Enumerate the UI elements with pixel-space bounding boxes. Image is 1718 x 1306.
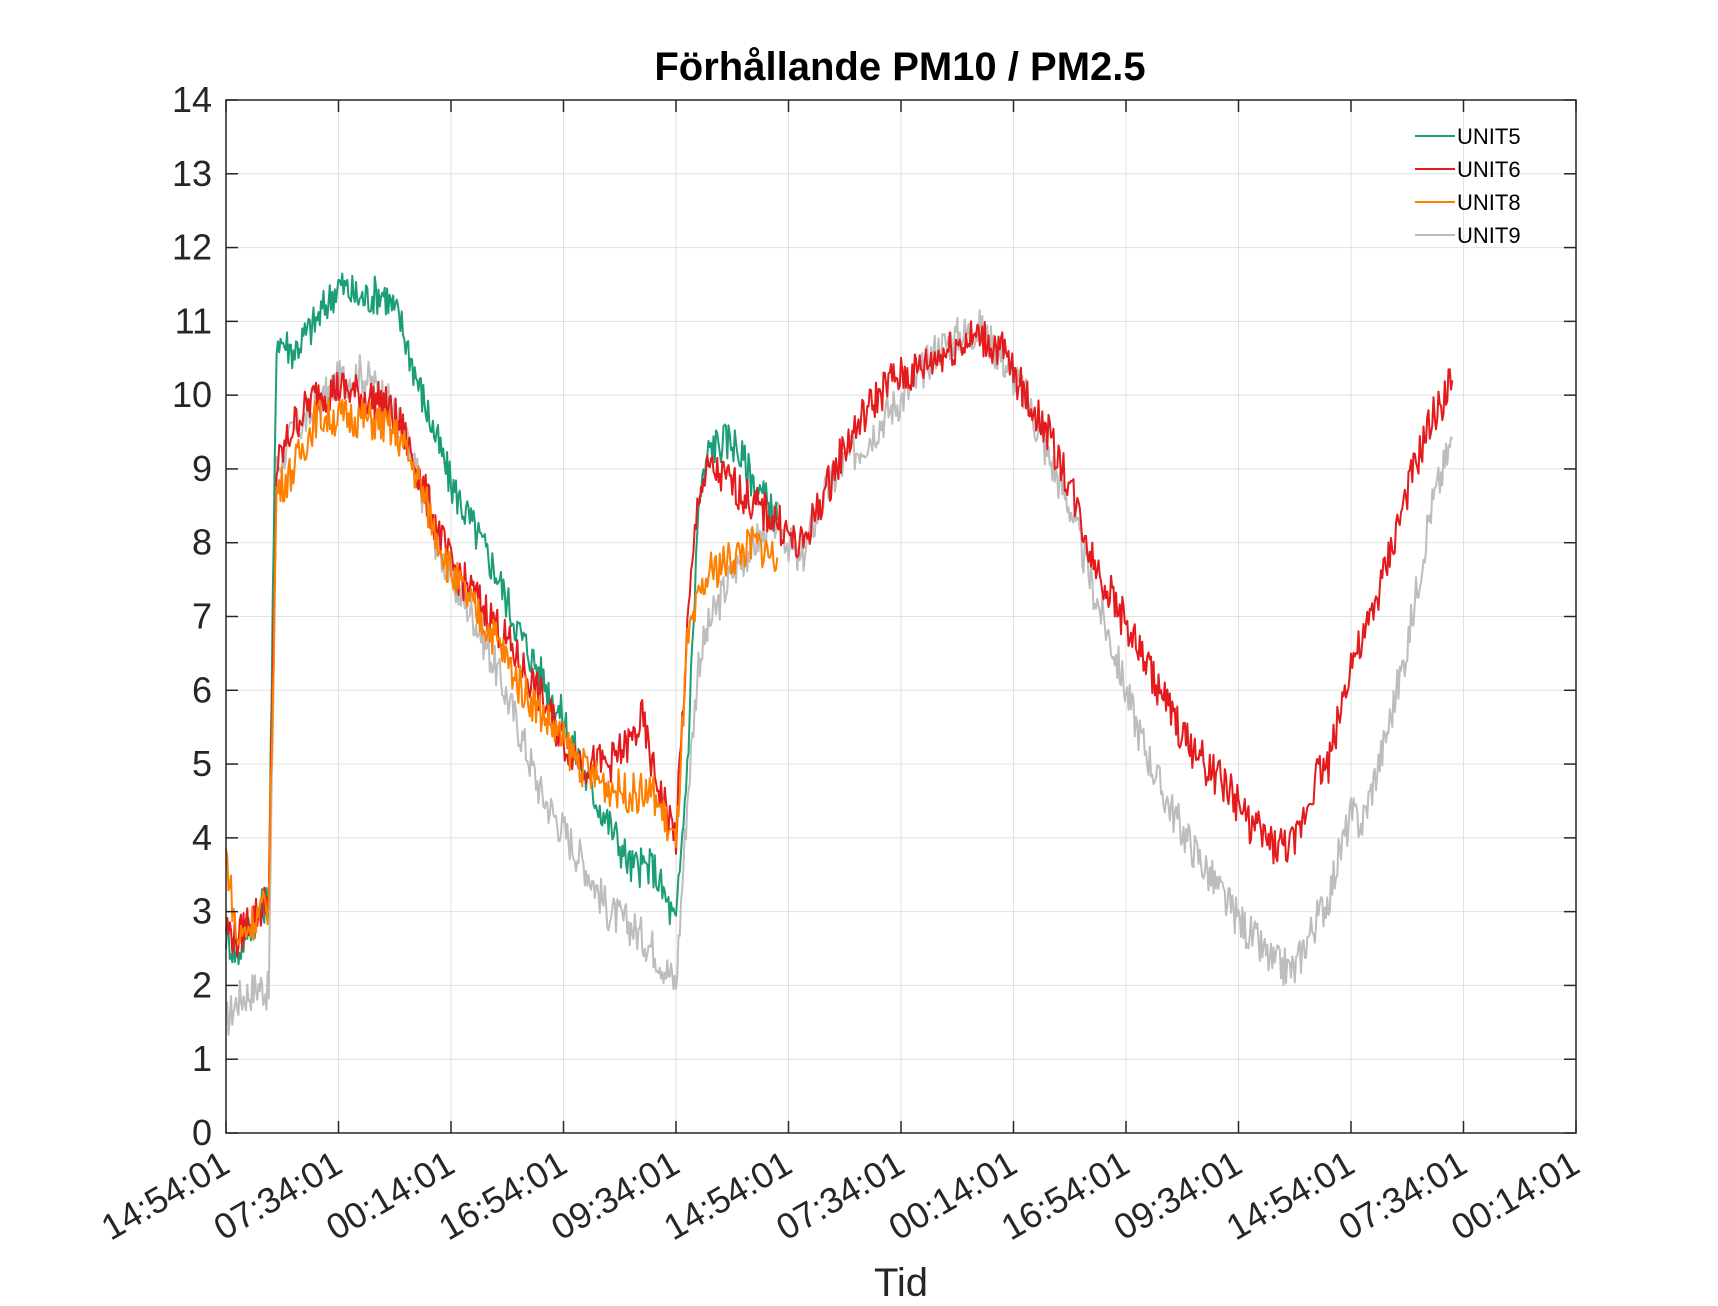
y-tick-label: 10 bbox=[172, 374, 212, 415]
y-tick-label: 7 bbox=[192, 596, 212, 637]
chart-title: Förhållande PM10 / PM2.5 bbox=[654, 45, 1145, 89]
legend-label-unit8: UNIT8 bbox=[1457, 190, 1521, 215]
y-tick-label: 0 bbox=[192, 1112, 212, 1153]
y-tick-label: 6 bbox=[192, 669, 212, 710]
legend-label-unit9: UNIT9 bbox=[1457, 223, 1521, 248]
legend-label-unit6: UNIT6 bbox=[1457, 157, 1521, 182]
y-tick-label: 3 bbox=[192, 891, 212, 932]
y-tick-label: 8 bbox=[192, 522, 212, 563]
x-axis-label: Tid bbox=[874, 1261, 928, 1305]
series-line-unit5 bbox=[225, 272, 779, 966]
y-tick-label: 12 bbox=[172, 227, 212, 268]
y-tick-label: 11 bbox=[175, 300, 212, 341]
y-tick-label: 13 bbox=[172, 153, 212, 194]
legend: UNIT5 UNIT6 UNIT8 UNIT9 bbox=[1415, 124, 1521, 248]
legend-label-unit5: UNIT5 bbox=[1457, 124, 1521, 149]
y-tick-label: 14 bbox=[172, 79, 212, 120]
series-line-unit8 bbox=[225, 397, 779, 945]
y-tick-label: 2 bbox=[192, 964, 212, 1005]
series-layer bbox=[225, 272, 1454, 1036]
y-tick-label: 4 bbox=[192, 817, 212, 858]
y-tick-label: 1 bbox=[192, 1038, 212, 1079]
y-tick-label: 5 bbox=[192, 743, 212, 784]
y-tick-label: 9 bbox=[192, 448, 212, 489]
